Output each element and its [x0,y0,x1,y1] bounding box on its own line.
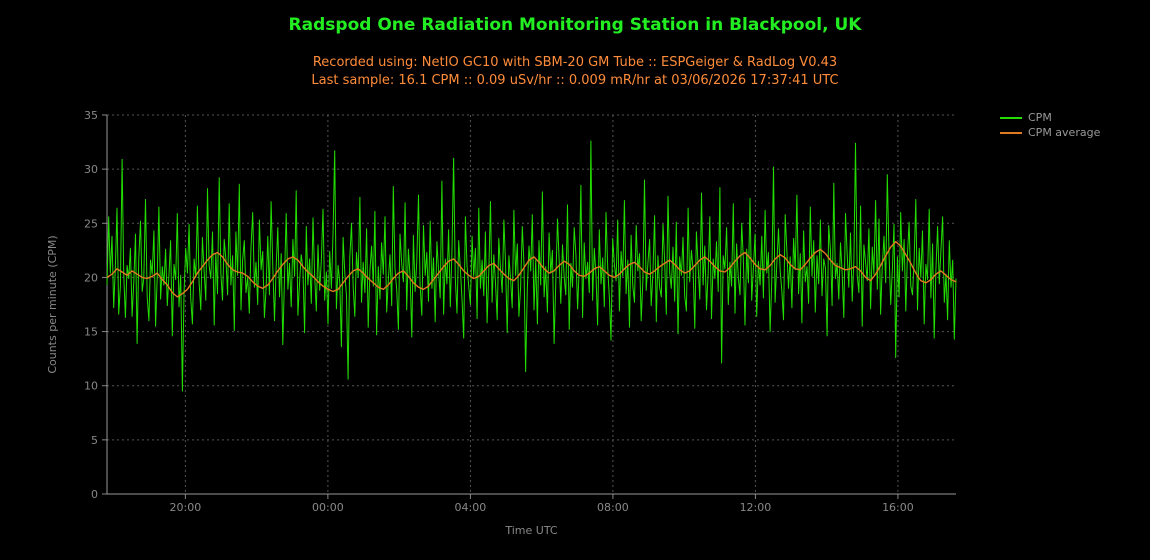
x-tick-label: 16:00 [882,501,914,514]
series-line-cpm-average [106,240,957,298]
legend-label-cpm-average: CPM average [1028,126,1101,139]
x-tick-label: 12:00 [740,501,772,514]
legend-item-cpm-average[interactable]: CPM average [1000,125,1100,140]
legend: CPM CPM average [1000,110,1100,140]
legend-item-cpm[interactable]: CPM [1000,110,1100,125]
y-tick-label: 25 [84,217,98,230]
legend-swatch-cpm-average [1000,131,1022,134]
series-line-cpm [106,140,957,392]
y-tick-label: 35 [84,109,98,122]
series-layer [106,140,957,392]
y-tick-label: 15 [84,326,98,339]
y-tick-label: 10 [84,380,98,393]
y-axis-label: Counts per minute (CPM) [46,235,59,373]
chart-title: Radspod One Radiation Monitoring Station… [288,15,862,35]
legend-swatch-cpm [1000,116,1022,119]
y-tick-label: 20 [84,271,98,284]
x-tick-label: 08:00 [597,501,629,514]
x-tick-label: 20:00 [170,501,202,514]
chart-subtitle-last-sample: Last sample: 16.1 CPM :: 0.09 uSv/hr :: … [311,73,839,88]
x-tick-label: 00:00 [312,501,344,514]
chart-subtitle-recorded: Recorded using: NetIO GC10 with SBM-20 G… [312,55,838,70]
legend-label-cpm: CPM [1028,111,1052,124]
y-tick-label: 5 [91,434,98,447]
y-tick-label: 0 [91,488,98,501]
axes: 0 5 10 15 20 25 30 35 20:00 00:00 04:00 08:00 12:00 1… [84,109,956,514]
y-tick-label: 30 [84,163,98,176]
x-axis-label: Time UTC [504,524,558,537]
x-tick-label: 04:00 [455,501,487,514]
